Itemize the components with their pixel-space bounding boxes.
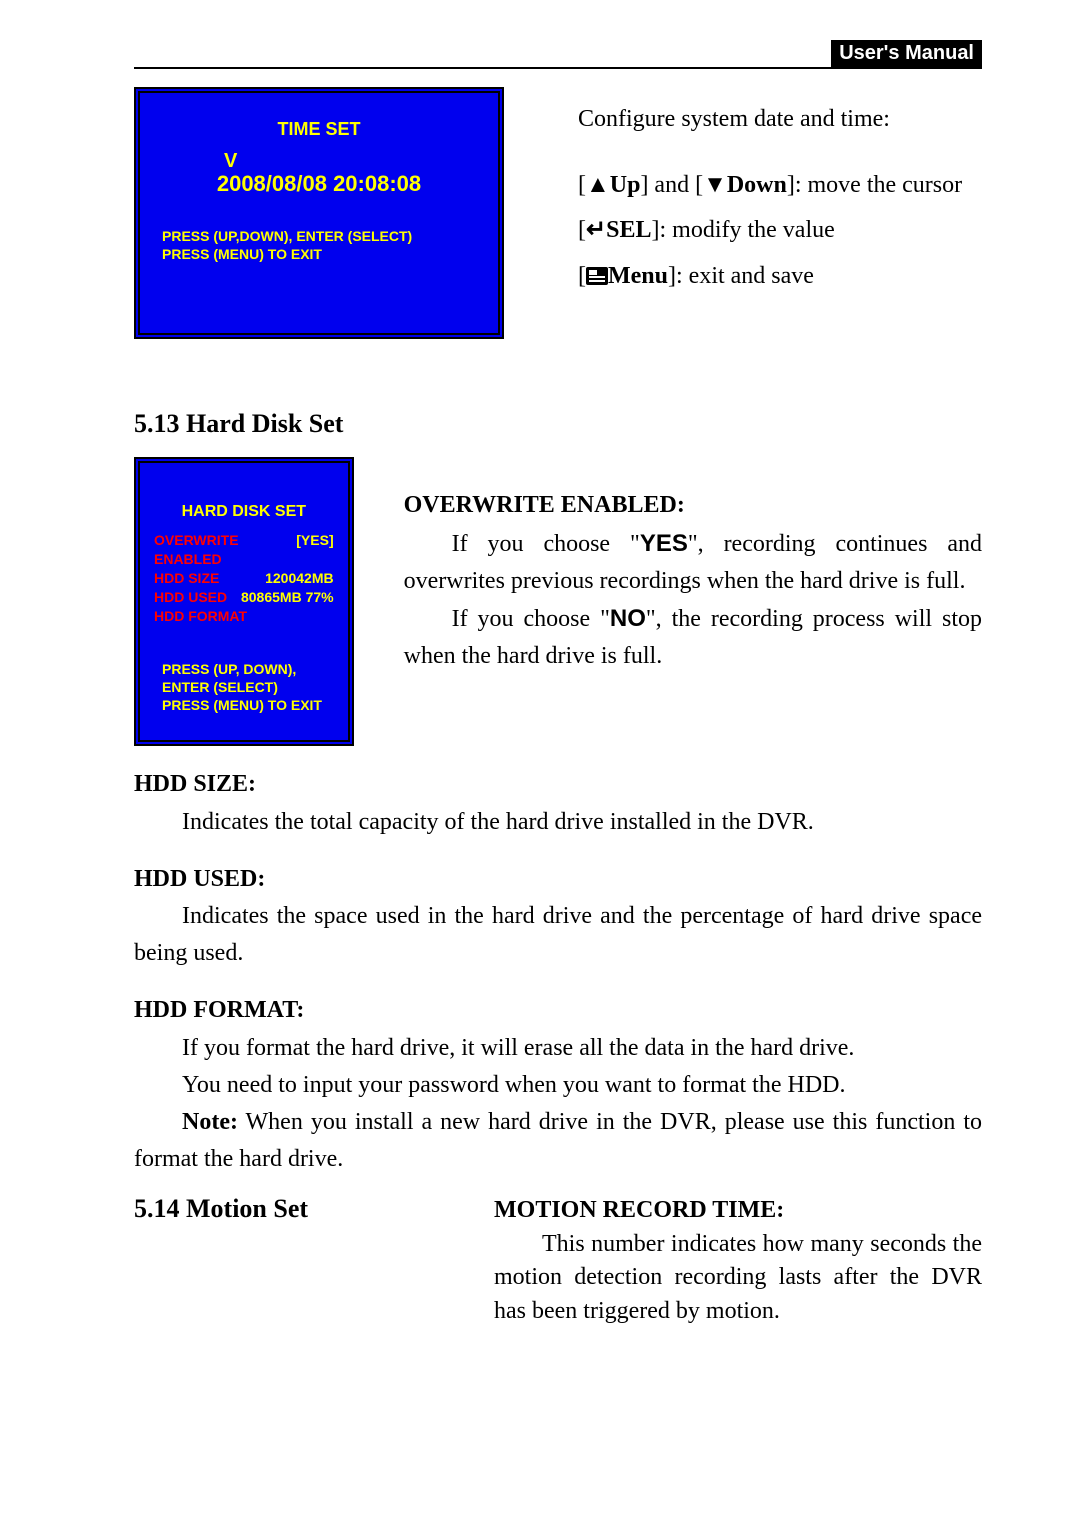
row-hdd: HARD DISK SET OVERWRITE ENABLED [YES] HD…	[134, 457, 982, 746]
sel-key: ↵SEL	[586, 217, 651, 243]
hdd-title: HARD DISK SET	[154, 503, 334, 521]
section-514-heading: 5.14 Motion Set	[134, 1194, 454, 1328]
timeset-datetime: 2008/08/08 20:08:08	[152, 171, 486, 197]
hdd-format-block: HDD FORMAT: If you format the hard drive…	[134, 992, 982, 1178]
timeset-desc-line4: [ Menu]: exit and save	[578, 254, 962, 300]
timeset-help-line2: PRESS (MENU) TO EXIT	[162, 245, 486, 263]
t: If you choose "	[452, 606, 610, 632]
hdd-row-value: 80865MB 77%	[241, 588, 334, 607]
hdd-row-label: HDD FORMAT	[154, 607, 247, 626]
row-motion: 5.14 Motion Set MOTION RECORD TIME: This…	[134, 1194, 982, 1328]
hdd-format-p2: You need to input your password when you…	[134, 1067, 982, 1104]
t: [	[578, 263, 586, 289]
timeset-desc-line2: [▲Up] and [▼Down]: move the cursor	[578, 163, 962, 209]
hdd-row-used: HDD USED 80865MB 77%	[154, 588, 334, 607]
yes-label: YES	[640, 530, 688, 557]
hdd-row-size: HDD SIZE 120042MB	[154, 569, 334, 588]
hdd-format-p1: If you format the hard drive, it will er…	[134, 1030, 982, 1067]
t: ]: exit and save	[668, 263, 814, 289]
hdd-used-p: Indicates the space used in the hard dri…	[134, 898, 982, 972]
t: [	[578, 217, 586, 243]
hdd-help-line2: PRESS (MENU) TO EXIT	[162, 696, 334, 714]
motion-desc: MOTION RECORD TIME: This number indicate…	[494, 1194, 982, 1328]
menu-icon	[586, 267, 608, 285]
t: ]: modify the value	[651, 217, 834, 243]
timeset-desc: Configure system date and time: [▲Up] an…	[578, 87, 962, 339]
header-badge: User's Manual	[831, 40, 982, 67]
hdd-used-heading: HDD USED:	[134, 861, 982, 898]
hdd-format-p3: Note: When you install a new hard drive …	[134, 1104, 982, 1178]
down-key: ▼Down	[703, 172, 787, 198]
hdd-row-format: HDD FORMAT	[154, 607, 334, 626]
t: When you install a new hard drive in the…	[134, 1109, 982, 1172]
timeset-help-line1: PRESS (UP,DOWN), ENTER (SELECT)	[162, 227, 486, 245]
hdd-row-label: HDD SIZE	[154, 569, 219, 588]
menu-key: Menu	[608, 263, 668, 289]
note-label: Note:	[182, 1109, 238, 1135]
hdd-desc: OVERWRITE ENABLED: If you choose "YES", …	[404, 457, 982, 746]
hdd-size-block: HDD SIZE: Indicates the total capacity o…	[134, 766, 982, 840]
hdd-size-p: Indicates the total capacity of the hard…	[134, 804, 982, 841]
t: ] and [	[640, 172, 703, 198]
motion-p: This number indicates how many seconds t…	[494, 1228, 982, 1329]
overwrite-p2: If you choose "NO", the recording proces…	[404, 600, 982, 675]
caret-icon: V	[224, 150, 486, 173]
up-key: ▲Up	[586, 172, 640, 198]
hdd-format-heading: HDD FORMAT:	[134, 992, 982, 1029]
timeset-desc-line3: [↵SEL]: modify the value	[578, 208, 962, 254]
hdd-row-label: HDD USED	[154, 588, 227, 607]
hdd-row-value: [YES]	[296, 531, 333, 569]
hdd-screen: HARD DISK SET OVERWRITE ENABLED [YES] HD…	[134, 457, 354, 746]
timeset-title: TIME SET	[152, 119, 486, 140]
timeset-help: PRESS (UP,DOWN), ENTER (SELECT) PRESS (M…	[162, 227, 486, 263]
hdd-help-line1: PRESS (UP, DOWN), ENTER (SELECT)	[162, 660, 334, 696]
motion-heading: MOTION RECORD TIME:	[494, 1194, 982, 1228]
hdd-used-block: HDD USED: Indicates the space used in th…	[134, 861, 982, 973]
hdd-row-overwrite: OVERWRITE ENABLED [YES]	[154, 531, 334, 569]
timeset-desc-line1: Configure system date and time:	[578, 97, 962, 143]
t: ]: move the cursor	[787, 172, 962, 198]
overwrite-heading: OVERWRITE ENABLED:	[404, 487, 982, 524]
hdd-help: PRESS (UP, DOWN), ENTER (SELECT) PRESS (…	[162, 660, 334, 715]
hdd-row-label: OVERWRITE ENABLED	[154, 531, 296, 569]
hdd-size-heading: HDD SIZE:	[134, 766, 982, 803]
row-timeset: TIME SET V 2008/08/08 20:08:08 PRESS (UP…	[134, 87, 982, 339]
header-bar: User's Manual	[134, 40, 982, 69]
overwrite-p1: If you choose "YES", recording continues…	[404, 525, 982, 600]
no-label: NO	[610, 605, 646, 632]
timeset-screen: TIME SET V 2008/08/08 20:08:08 PRESS (UP…	[134, 87, 504, 339]
t: [	[578, 172, 586, 198]
t: If you choose "	[452, 531, 640, 557]
hdd-row-value: 120042MB	[265, 569, 334, 588]
t: This number indicates how many seconds t…	[494, 1231, 982, 1324]
section-513-heading: 5.13 Hard Disk Set	[134, 409, 982, 439]
